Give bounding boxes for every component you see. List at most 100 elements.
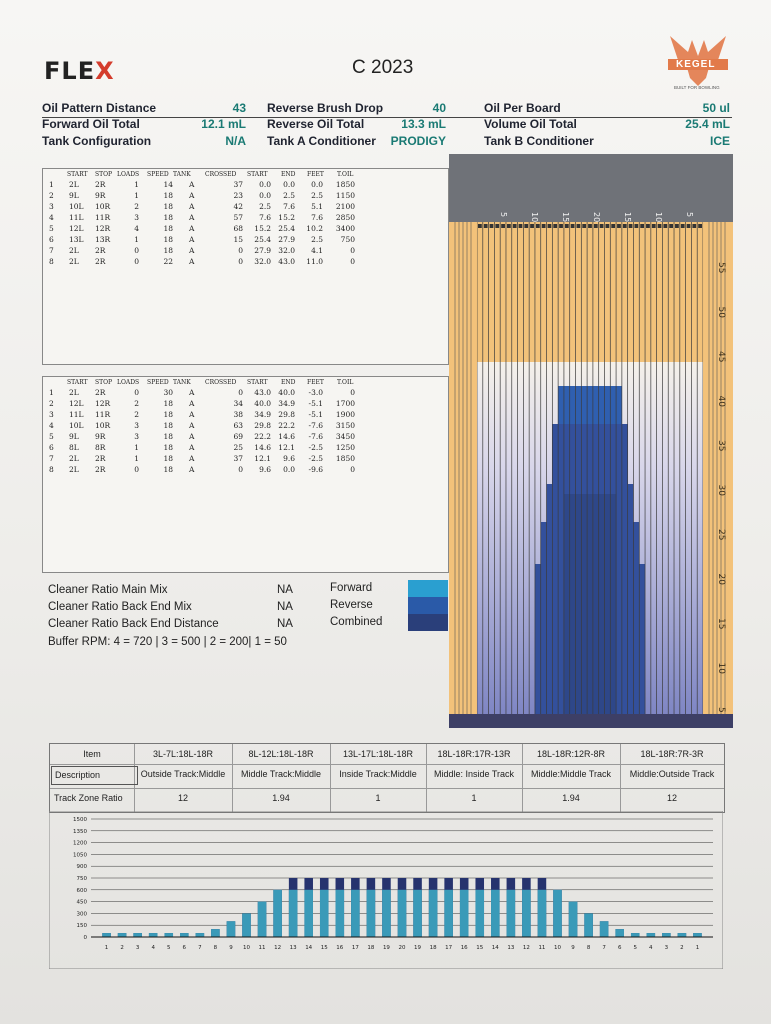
board-marker xyxy=(535,224,540,228)
table-cell: 18 xyxy=(163,191,173,200)
kegel-logo: KEGEL BUILT FOR BOWLING xyxy=(662,30,734,96)
table-header-cell: START xyxy=(247,379,268,386)
board-marker xyxy=(553,224,558,228)
table-cell: A xyxy=(189,432,195,441)
feet-label: 35 xyxy=(716,440,726,451)
table-cell: 25 xyxy=(233,443,243,452)
legend-swatch xyxy=(408,614,448,631)
bar-forward xyxy=(553,889,562,937)
table-cell: 18 xyxy=(163,421,173,430)
bar-forward xyxy=(522,889,531,937)
logo-x-mark: X xyxy=(95,57,115,85)
table-header-cell: CROSSED xyxy=(205,379,237,386)
table-cell: A xyxy=(189,191,195,200)
table-cell: 14 xyxy=(163,180,173,189)
table-cell: 2L xyxy=(69,180,79,189)
table-cell: A xyxy=(189,235,195,244)
bar-forward xyxy=(257,901,267,937)
y-tick-label: 1350 xyxy=(73,829,87,835)
x-tick-label: 13 xyxy=(507,945,514,951)
table-cell: 1 xyxy=(49,388,54,397)
feet-label: 55 xyxy=(716,262,726,273)
table-cell: 2R xyxy=(95,180,106,189)
table-cell: 27.9 xyxy=(278,235,295,244)
table-cell: -7.6 xyxy=(308,432,323,441)
zone-col-divider xyxy=(232,744,233,812)
x-tick-label: 9 xyxy=(229,945,233,951)
bar-forward xyxy=(148,933,158,937)
table-cell: 2 xyxy=(134,202,139,211)
table-cell: 0 xyxy=(134,246,139,255)
x-tick-label: 17 xyxy=(352,945,359,951)
table-cell: 18 xyxy=(163,432,173,441)
table-cell: 2 xyxy=(49,191,54,200)
y-tick-label: 300 xyxy=(77,911,88,917)
bar-forward xyxy=(693,933,702,937)
x-tick-label: 10 xyxy=(554,945,561,951)
table-cell: A xyxy=(189,180,195,189)
legend-label: Reverse xyxy=(330,599,373,611)
bar-forward xyxy=(366,889,376,937)
bar-forward xyxy=(428,889,438,937)
y-tick-label: 1050 xyxy=(73,852,87,858)
table-cell: 18 xyxy=(163,465,173,474)
board-label: 15 xyxy=(561,212,570,222)
table-cell: 18 xyxy=(163,213,173,222)
board-marker xyxy=(576,224,581,228)
summary-value: ICE xyxy=(709,134,730,148)
summary-label: Forward Oil Total xyxy=(42,117,140,131)
feet-label: 5 xyxy=(716,707,726,713)
feet-label: 45 xyxy=(716,351,726,362)
x-tick-label: 13 xyxy=(290,945,297,951)
zone-header-cell: 18L-18R:7R-3R xyxy=(640,749,704,759)
y-tick-label: 900 xyxy=(77,864,88,870)
x-tick-label: 20 xyxy=(399,945,406,951)
table-header-cell: START xyxy=(67,171,88,178)
x-tick-label: 18 xyxy=(430,945,437,951)
table-cell: 37 xyxy=(233,180,243,189)
bar-forward xyxy=(677,933,687,937)
brand-name: KEGEL xyxy=(676,59,716,70)
table-cell: A xyxy=(189,443,195,452)
table-cell: 9.6 xyxy=(283,454,295,463)
table-header-cell: SPEED xyxy=(147,379,169,386)
cleaner-value: NA xyxy=(277,584,293,596)
summary-value: N/A xyxy=(225,134,246,148)
bar-forward xyxy=(568,901,578,937)
table-cell: 4 xyxy=(49,213,54,222)
y-tick-label: 450 xyxy=(77,900,88,906)
legend-swatch xyxy=(408,597,448,614)
kegel-eagle-icon xyxy=(668,36,728,86)
table-cell: -2.5 xyxy=(308,454,323,463)
table-cell: 2.5 xyxy=(311,235,323,244)
table-cell: 9R xyxy=(95,432,106,441)
x-tick-label: 1 xyxy=(696,945,700,951)
table-cell: 0 xyxy=(134,388,139,397)
table-cell: 3 xyxy=(134,421,139,430)
table-cell: 18 xyxy=(163,443,173,452)
table-cell: 13L xyxy=(69,235,84,244)
x-tick-label: 19 xyxy=(414,945,421,951)
table-cell: 10R xyxy=(95,421,111,430)
board-marker xyxy=(675,224,679,228)
table-header-cell: TANK xyxy=(173,171,191,178)
feet-label: 25 xyxy=(716,529,726,540)
board-marker xyxy=(663,224,668,228)
dry-backend xyxy=(477,222,703,364)
table-cell: 1250 xyxy=(335,443,355,452)
table-cell: 3 xyxy=(49,202,54,211)
table-cell: 1 xyxy=(134,443,139,452)
table-cell: 11L xyxy=(69,410,84,419)
bar-forward xyxy=(319,889,329,937)
bar-forward xyxy=(397,889,407,937)
zone-description-cell: Middle:Middle Track xyxy=(530,769,612,779)
table-cell: 2 xyxy=(49,399,54,408)
table-cell: 2R xyxy=(95,246,106,255)
table-cell: -5.1 xyxy=(308,399,323,408)
board-marker xyxy=(506,224,511,228)
table-cell: 1150 xyxy=(335,191,355,200)
summary-label: Oil Pattern Distance xyxy=(42,101,157,115)
table-cell: A xyxy=(189,421,195,430)
table-cell: 7 xyxy=(49,246,54,255)
